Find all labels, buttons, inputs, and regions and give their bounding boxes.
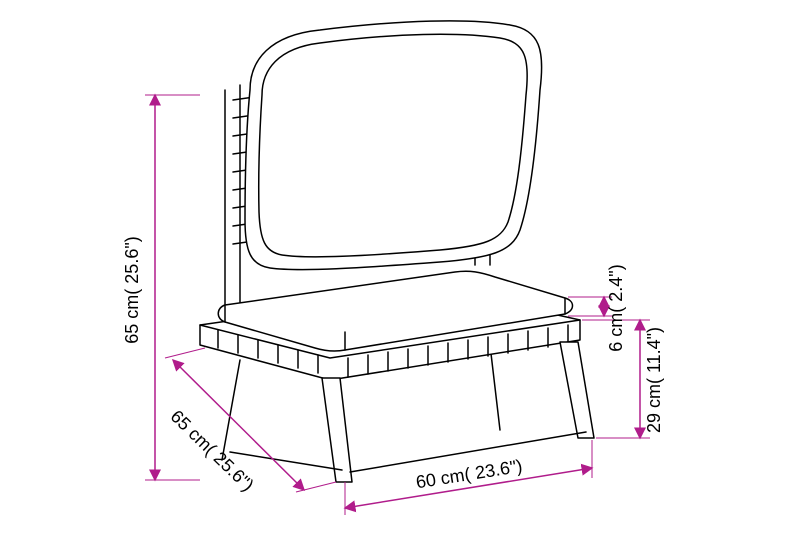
dim-depth-label: 65 cm( 25.6") xyxy=(167,406,258,495)
dimension-diagram: 65 cm( 25.6") 65 cm( 25.6") 60 cm( 23.6"… xyxy=(0,0,800,533)
dim-cushion-label: 6 cm( 2.4") xyxy=(606,264,626,351)
chair-drawing xyxy=(200,21,594,482)
dim-seat-height-label: 29 cm( 11.4") xyxy=(644,327,664,433)
dim-width-label: 60 cm( 23.6") xyxy=(414,456,523,493)
dim-height-label: 65 cm( 25.6") xyxy=(122,236,142,343)
